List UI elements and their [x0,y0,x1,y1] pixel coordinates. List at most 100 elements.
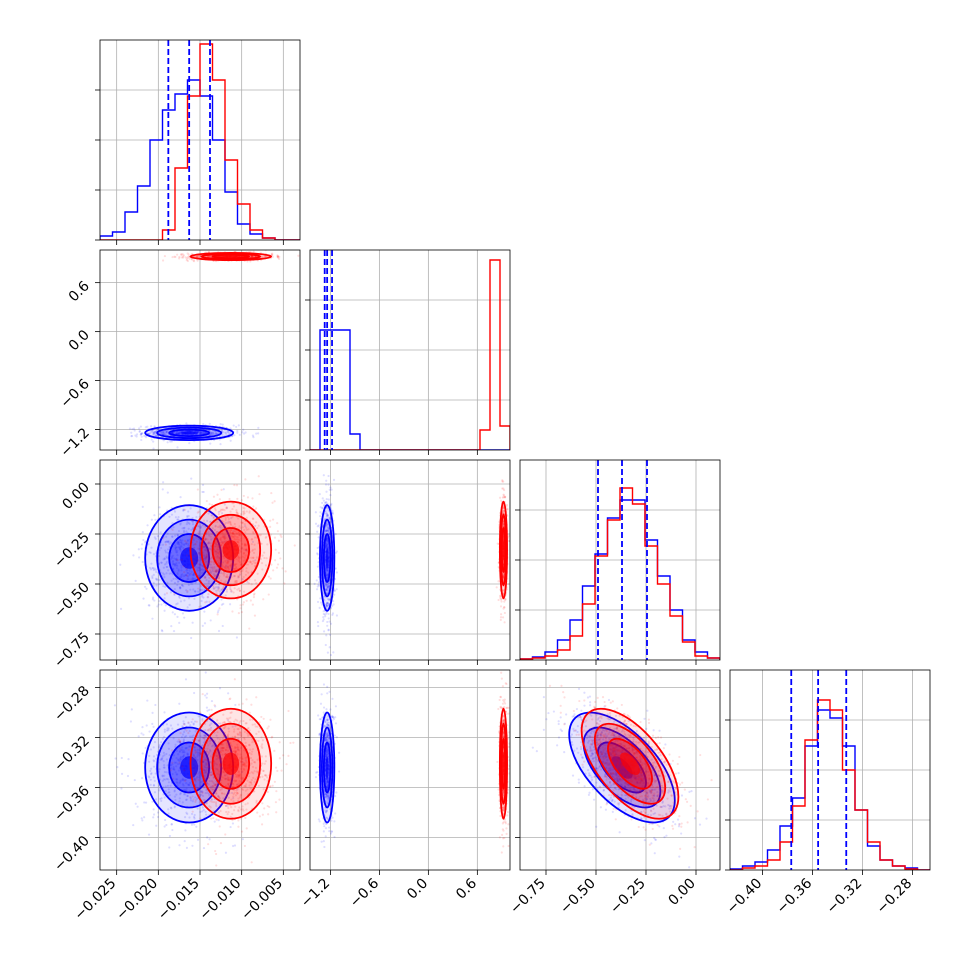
sample-point [160,741,163,744]
sample-point [176,518,180,521]
sample-point [176,583,179,587]
sample-point [242,432,246,435]
sample-point [241,568,244,571]
sample-point [180,253,183,256]
sample-point [143,816,146,819]
sample-point [317,581,321,584]
sample-point [233,522,236,526]
sample-point [231,515,234,519]
sample-point [203,538,207,541]
sample-point [216,548,219,551]
sample-point [153,741,157,744]
sample-point [326,525,330,529]
sample-point [233,536,236,539]
sample-point [251,537,254,541]
sample-point [326,585,329,588]
sample-point [161,431,164,434]
sample-point [158,578,161,582]
sample-point [176,572,179,575]
sample-point [193,777,196,780]
sample-point [243,523,246,526]
sample-point [225,506,228,510]
sample-point [217,586,220,589]
sample-point [502,592,505,595]
sample-point [238,549,241,552]
sample-point [156,535,160,538]
sample-point [168,542,171,545]
sample-point [208,794,211,797]
sample-point [167,539,170,543]
sample-point [325,529,328,533]
sample-point [326,602,329,605]
sample-point [321,506,324,509]
sample-point [204,762,208,765]
sample-point [176,778,179,781]
sample-point [221,423,224,426]
sample-point [240,563,243,566]
sample-point [230,589,233,593]
sample-point [215,568,218,571]
sample-point [219,544,222,547]
sample-point [214,524,217,527]
sample-point [163,728,166,731]
sample-point [178,750,181,754]
sample-point [244,478,247,481]
sample-point [280,535,283,538]
sample-point [162,751,165,754]
sample-point [182,720,185,723]
sample-point [326,574,329,577]
sample-point [161,630,164,633]
sample-point [178,596,181,599]
sample-point [198,770,201,773]
sample-point [155,570,158,573]
panel-content [310,250,510,450]
sample-point [252,436,255,439]
sample-point [204,537,207,540]
histogram-series-0 [520,499,720,660]
sample-point [189,724,192,727]
sample-point [171,556,174,559]
sample-point [187,255,190,258]
sample-point [326,569,329,572]
y-tick-label: 0.6 [66,278,93,305]
sample-point [186,783,189,786]
sample-point [250,538,253,541]
sample-point [165,540,169,543]
sample-point [502,496,505,499]
sample-point [192,734,195,737]
sample-point [324,483,328,486]
sample-point [227,430,230,433]
sample-point [262,598,265,601]
sample-point [216,587,220,590]
sample-point [188,573,191,577]
sample-point [214,542,217,545]
sample-point [177,543,180,546]
sample-point [164,790,167,793]
sample-point [197,587,200,590]
sample-point [325,512,328,515]
sample-point [207,563,211,566]
sample-point [214,705,217,708]
sample-point [210,699,214,703]
sample-point [152,765,156,768]
sample-point [133,429,136,432]
sample-point [321,501,324,505]
sample-point [196,511,199,514]
sample-point [174,549,177,552]
sample-point [178,740,181,743]
sample-point [225,432,228,435]
sample-point [502,510,505,513]
sample-point [203,610,206,613]
sample-point [174,534,177,537]
sample-point [196,566,199,569]
sample-point [154,577,158,580]
sample-point [178,782,181,785]
sample-point [211,568,214,571]
sample-point [205,706,209,709]
sample-point [183,788,186,791]
sample-point [199,793,202,797]
sample-point [141,531,144,534]
sample-point [163,754,166,757]
sample-point [191,523,195,526]
sample-point [193,720,197,723]
